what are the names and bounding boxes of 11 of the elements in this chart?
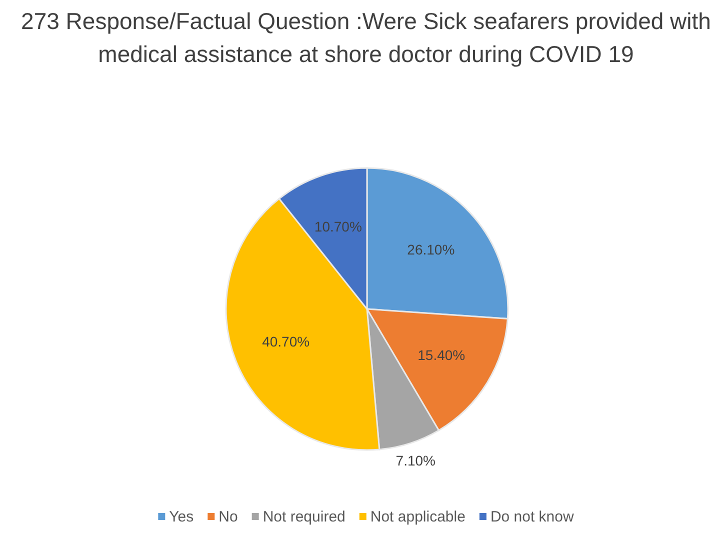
data-label: 40.70% [262, 333, 310, 350]
data-label: 7.10% [396, 452, 436, 468]
data-label: 26.10% [407, 241, 455, 258]
legend-label: Not applicable [370, 508, 466, 526]
legend-label: Not required [262, 508, 346, 526]
chart-title: 273 Response/Factual Question :Were Sick seafarers provided with medical assistance at shore doctor during COVID 19 [21, 8, 711, 67]
legend-label: Do not know [490, 508, 574, 526]
legend-label: Yes [169, 508, 194, 526]
data-label: 10.70% [314, 218, 362, 234]
legend-label: No [218, 508, 238, 526]
data-label: 15.40% [418, 346, 466, 363]
